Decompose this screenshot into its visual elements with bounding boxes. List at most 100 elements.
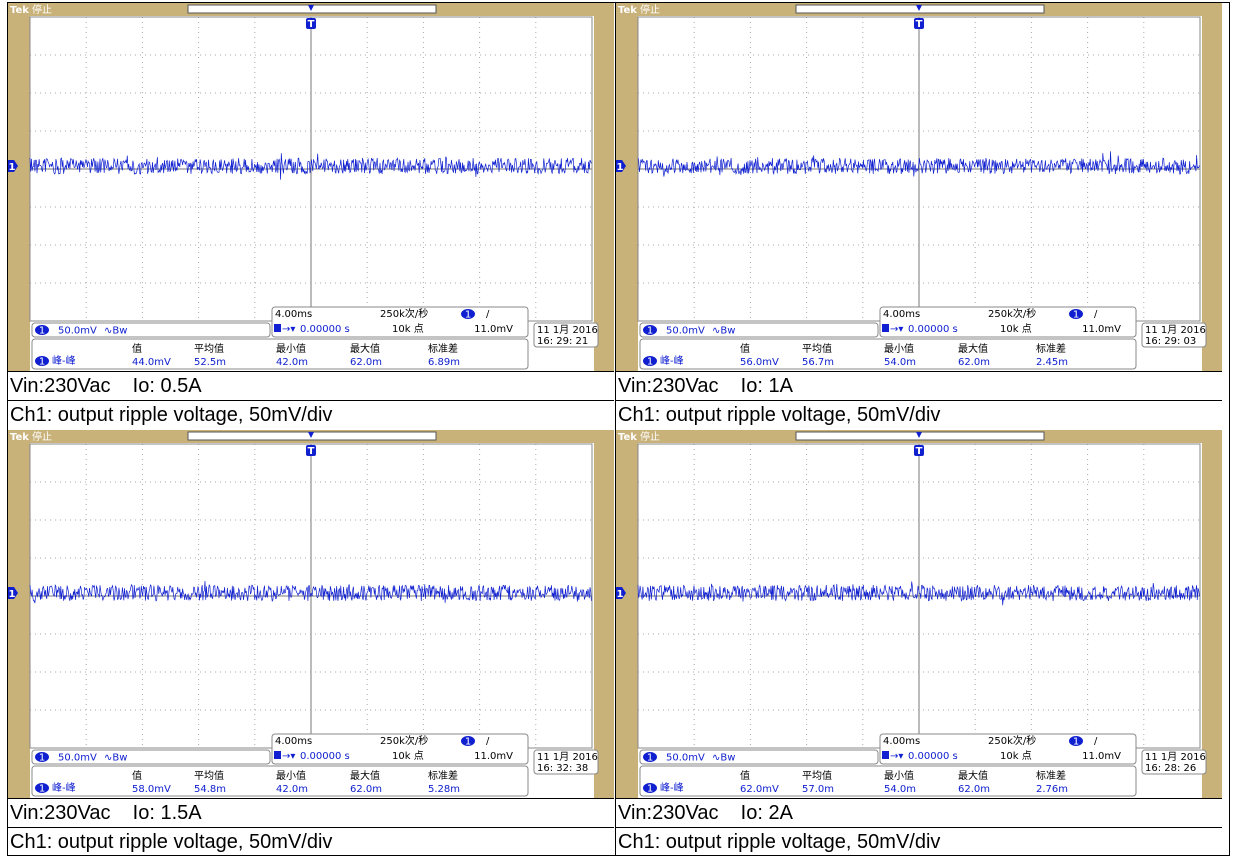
- caption: Vin:230Vac Io: 2A: [616, 798, 1222, 827]
- trigger-icon: [274, 751, 281, 759]
- channel-label: 1: [39, 326, 45, 337]
- measure-value: 54.0m: [884, 357, 916, 368]
- measure-value: 57.0m: [802, 784, 834, 795]
- date: 11 1月 2016: [1145, 324, 1206, 336]
- trigger-level: 11.0mV: [474, 751, 513, 762]
- measure-header: 标准差: [428, 769, 458, 782]
- sample-rate: 250k次/秒: [988, 734, 1036, 747]
- side-bar: [8, 430, 30, 798]
- measure-name: 峰-峰: [52, 782, 76, 794]
- timebase: 4.00ms: [275, 736, 312, 747]
- channel-scale: 50.0mV: [58, 753, 97, 764]
- trigger-icon: [882, 324, 889, 332]
- timebase: 4.00ms: [883, 309, 920, 320]
- scope-screen: Tek停止T1150.0mV∿Bw4.00ms250k次/秒1/→▾0.0000…: [616, 3, 1222, 371]
- trigger-source: 1: [1073, 310, 1079, 321]
- page: Tek停止T1150.0mV∿Bw4.00ms250k次/秒1/→▾0.0000…: [0, 0, 1236, 863]
- side-bar: [594, 430, 614, 798]
- coupling: ∿Bw: [712, 753, 735, 764]
- trigger-marker-label: T: [308, 19, 315, 30]
- state: 停止: [32, 3, 52, 16]
- measure-header: 最小值: [884, 342, 914, 355]
- brand: Tek: [10, 432, 29, 443]
- measure-header: 标准差: [428, 342, 458, 355]
- measure-value: 58.0mV: [132, 784, 171, 795]
- trigger-icon: [274, 324, 281, 332]
- measure-value: 5.28m: [428, 784, 460, 795]
- trigger-level: 11.0mV: [1082, 751, 1121, 762]
- side-bar: [616, 430, 638, 798]
- trigger-marker-label: T: [916, 19, 923, 30]
- trigger-position: 0.00000 s: [908, 324, 958, 335]
- trigger-position: 0.00000 s: [908, 751, 958, 762]
- side-bar: [594, 3, 614, 371]
- side-bar: [1202, 3, 1222, 371]
- channel-marker-label: 1: [9, 162, 16, 173]
- date: 11 1月 2016: [537, 751, 598, 763]
- measure-header: 值: [740, 342, 750, 355]
- measure-value: 56.0mV: [740, 357, 779, 368]
- caption: Vin:230Vac Io: 0.5A: [8, 371, 614, 400]
- measure-value: 62.0m: [350, 784, 382, 795]
- record-length: 10k 点: [1000, 750, 1032, 762]
- channel-scale: 50.0mV: [666, 753, 705, 764]
- brand: Tek: [10, 5, 29, 16]
- measure-header: 最大值: [958, 769, 988, 782]
- measure-header: 最小值: [276, 342, 306, 355]
- trigger-arrow: →▾: [890, 751, 903, 762]
- timebase: 4.00ms: [883, 736, 920, 747]
- measure-value: 2.45m: [1036, 357, 1068, 368]
- trigger-source: 1: [465, 310, 471, 321]
- record-length: 10k 点: [392, 323, 424, 335]
- clock: 16: 32: 38: [537, 763, 588, 774]
- side-bar: [1202, 430, 1222, 798]
- brand: Tek: [618, 5, 637, 16]
- channel-label: 1: [647, 753, 653, 764]
- record-length: 10k 点: [392, 750, 424, 762]
- trigger-marker-label: T: [308, 446, 315, 457]
- date: 11 1月 2016: [1145, 751, 1206, 763]
- measure-value: 54.0m: [884, 784, 916, 795]
- border: [1229, 2, 1230, 856]
- trigger-level: 11.0mV: [474, 324, 513, 335]
- measure-source: 1: [39, 784, 45, 795]
- measure-header: 平均值: [802, 342, 832, 355]
- panel: Tek停止T1150.0mV∿Bw4.00ms250k次/秒1/→▾0.0000…: [8, 430, 614, 856]
- measure-value: 56.7m: [802, 357, 834, 368]
- measure-name: 峰-峰: [660, 782, 684, 794]
- coupling: ∿Bw: [712, 326, 735, 337]
- measure-header: 标准差: [1036, 769, 1066, 782]
- measure-header: 值: [132, 769, 142, 782]
- channel-scale: 50.0mV: [666, 326, 705, 337]
- state: 停止: [640, 430, 660, 443]
- measure-value: 6.89m: [428, 357, 460, 368]
- measure-header: 平均值: [194, 342, 224, 355]
- measure-value: 62.0mV: [740, 784, 779, 795]
- measure-source: 1: [647, 357, 653, 368]
- measure-header: 值: [132, 342, 142, 355]
- channel-marker-label: 1: [617, 162, 624, 173]
- side-bar: [8, 3, 30, 371]
- caption: Ch1: output ripple voltage, 50mV/div: [616, 827, 1222, 856]
- trigger-source: 1: [465, 737, 471, 748]
- trigger-arrow: →▾: [282, 324, 295, 335]
- clock: 16: 29: 03: [1145, 336, 1196, 347]
- measure-header: 最小值: [884, 769, 914, 782]
- measure-value: 42.0m: [276, 784, 308, 795]
- coupling: ∿Bw: [104, 753, 127, 764]
- measure-header: 值: [740, 769, 750, 782]
- trigger-level: 11.0mV: [1082, 324, 1121, 335]
- trigger-icon: [882, 751, 889, 759]
- coupling: ∿Bw: [104, 326, 127, 337]
- sample-rate: 250k次/秒: [380, 734, 428, 747]
- panel: Tek停止T1150.0mV∿Bw4.00ms250k次/秒1/→▾0.0000…: [616, 3, 1222, 429]
- panel: Tek停止T1150.0mV∿Bw4.00ms250k次/秒1/→▾0.0000…: [8, 3, 614, 429]
- measure-header: 最小值: [276, 769, 306, 782]
- measure-header: 最大值: [350, 342, 380, 355]
- measure-name: 峰-峰: [52, 355, 76, 367]
- measure-header: 标准差: [1036, 342, 1066, 355]
- caption: Ch1: output ripple voltage, 50mV/div: [8, 827, 614, 856]
- brand: Tek: [618, 432, 637, 443]
